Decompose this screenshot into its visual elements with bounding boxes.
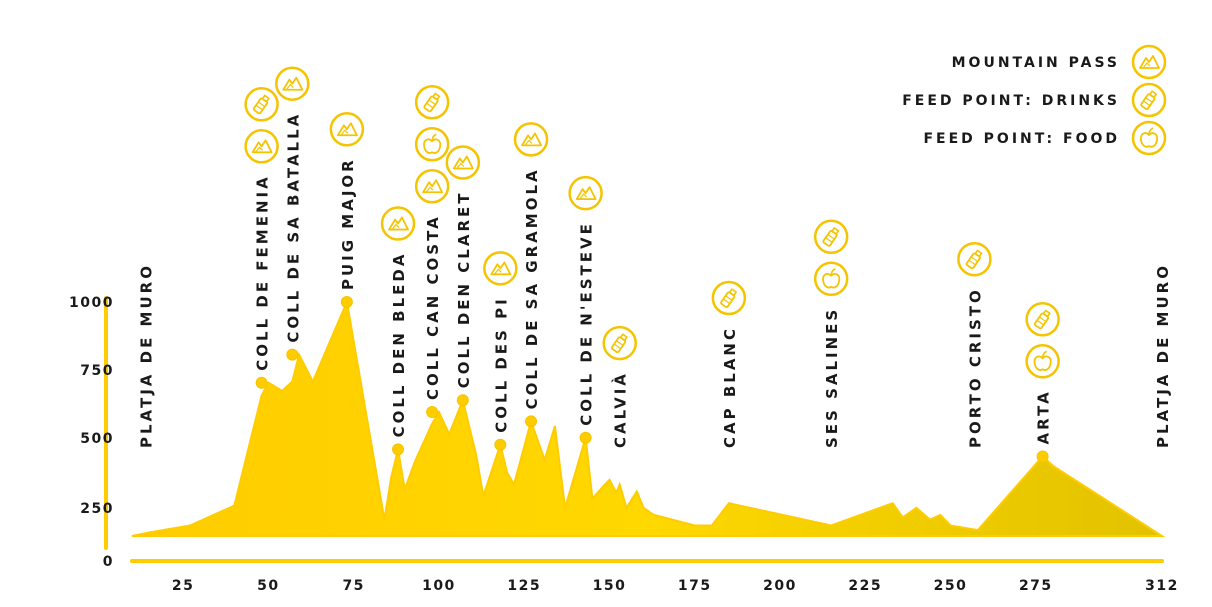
feed-drinks-icon (957, 241, 992, 277)
location-marker (286, 348, 299, 361)
feed-drinks-icon (602, 325, 637, 361)
location-marker (494, 438, 507, 451)
location-label: COLL DE SA GRAMOLA (523, 167, 541, 409)
y-tick-label: 0 (103, 554, 114, 570)
location-marker (579, 431, 592, 444)
x-tick-label: 50 (257, 578, 279, 594)
legend-label: FEED POINT: DRINKS (902, 93, 1120, 109)
feed-drinks-icon (1131, 82, 1167, 118)
feed-food-icon (1025, 344, 1060, 379)
mountain-pass-icon (329, 112, 365, 147)
location-label: COLL CAN COSTA (424, 214, 442, 400)
mountain-pass-icon (513, 122, 549, 157)
x-tick-label: 275 (1019, 578, 1053, 594)
location-label: PUIG MAJOR (339, 157, 357, 290)
mountain-pass-icon (445, 145, 481, 180)
legend-label: MOUNTAIN PASS (952, 55, 1120, 71)
feed-drinks-icon (244, 87, 279, 122)
x-tick-label: 75 (342, 578, 364, 594)
feed-drinks-icon (1025, 302, 1060, 337)
location-label: COLL DE FEMENIA (254, 174, 272, 370)
location-label: SES SALINES (823, 307, 841, 448)
location-marker (1036, 450, 1049, 463)
location-label: ARTA (1035, 389, 1053, 444)
location-label: COLL DEN BLEDA (390, 252, 408, 438)
mountain-pass-icon (483, 251, 518, 286)
feed-drinks-icon (414, 84, 450, 120)
location-marker (340, 296, 353, 308)
location-marker (426, 405, 439, 418)
x-tick-label: 225 (848, 578, 882, 594)
location-label: PORTO CRISTO (966, 287, 984, 448)
x-tick-label: 175 (678, 578, 712, 594)
x-tick-label: 200 (763, 578, 797, 594)
elevation-area (131, 298, 1166, 537)
location-label: COLL DES PI (492, 296, 510, 432)
location-label: COLL DE N'ESTEVE (578, 221, 596, 426)
feed-drinks-icon (813, 219, 849, 255)
location-label: CALVIÀ (611, 371, 630, 448)
mountain-pass-icon (380, 206, 416, 241)
mountain-pass-icon (414, 168, 450, 204)
x-tick-label: 150 (593, 578, 627, 594)
feed-food-icon (1131, 120, 1167, 156)
location-label: PLATJA DE MURO (138, 263, 156, 448)
feed-drinks-icon (711, 280, 747, 316)
x-tick-label: 25 (172, 578, 194, 594)
location-marker (392, 443, 405, 456)
y-tick-label: 250 (80, 501, 114, 517)
y-tick-label: 1000 (69, 295, 114, 311)
location-label: PLATJA DE MURO (1154, 263, 1172, 448)
x-tick-label: 312 (1145, 578, 1179, 594)
x-tick-label: 125 (507, 578, 541, 594)
x-tick-label: 100 (422, 578, 456, 594)
mountain-pass-icon (568, 175, 603, 211)
y-tick-label: 500 (80, 431, 114, 447)
feed-food-icon (414, 126, 450, 162)
mountain-pass-icon (244, 129, 279, 164)
legend: MOUNTAIN PASS FEED POINT: DRINKS FEED POIN… (902, 44, 1167, 156)
feed-food-icon (813, 261, 849, 297)
mountain-pass-icon (275, 66, 310, 101)
location-marker (525, 415, 538, 428)
location-marker (255, 376, 268, 389)
location-marker (456, 394, 469, 407)
location-label: COLL DE SA BATALLA (284, 112, 302, 343)
y-tick-label: 750 (80, 363, 114, 379)
mountain-pass-icon (1131, 44, 1167, 80)
legend-label: FEED POINT: FOOD (923, 131, 1120, 147)
location-label: CAP BLANC (721, 326, 739, 448)
x-tick-label: 250 (934, 578, 968, 594)
location-label: COLL DEN CLARET (455, 190, 473, 388)
